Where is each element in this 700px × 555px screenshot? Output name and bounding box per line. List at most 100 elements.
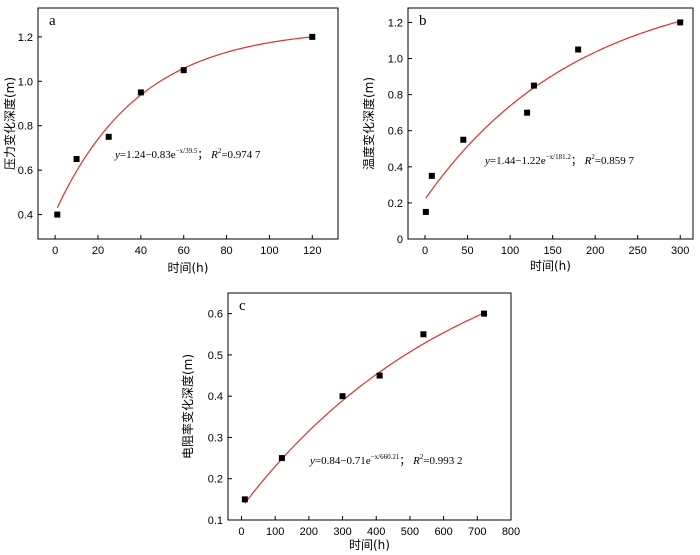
x-tick-label: 300 — [671, 245, 689, 257]
panel-label: a — [49, 13, 56, 29]
y-axis-title: 温度变化深度(m) — [361, 77, 376, 170]
equation-part: R — [584, 155, 592, 167]
x-tick-label: 250 — [629, 245, 647, 257]
chart-panel-c: c 0 100 200 300 400 500 600 700 800 0.1 0.2 0.3 0.4 0.… — [180, 292, 520, 552]
y-tick-label: 0 — [397, 234, 403, 246]
data-point — [460, 136, 467, 143]
chart-panel-b: b 0 50 100 150 200 250 300 0 0.2 0.4 0.6 0.8 1.0 1.2 时间… — [361, 7, 694, 273]
x-tick-label: 150 — [543, 245, 561, 257]
equation-part: =1.44−1.22e — [490, 155, 546, 167]
x-tick-label: 0 — [52, 245, 58, 257]
data-point — [530, 82, 537, 89]
equation-part: =0.84−0.71e — [315, 455, 371, 467]
x-tick-label: 20 — [92, 245, 104, 257]
y-tick-label: 0.3 — [208, 432, 223, 444]
equation-part: −x/39.5 — [176, 147, 198, 155]
y-tick-label: 0.1 — [208, 515, 223, 527]
data-point — [241, 496, 248, 503]
y-tick-label: 0.8 — [18, 121, 33, 133]
data-point — [137, 89, 144, 96]
y-tick-label: 0.4 — [388, 162, 403, 174]
x-axis-title: 时间(h) — [349, 538, 390, 552]
y-tick-label: 0.4 — [18, 210, 33, 222]
data-point — [376, 372, 383, 379]
data-point — [677, 19, 684, 26]
plot-frame — [227, 292, 512, 521]
plot-frame — [37, 7, 339, 240]
data-point — [54, 211, 61, 218]
panel-label: b — [419, 13, 427, 29]
equation-part: =1.24−0.83e — [120, 149, 176, 161]
equation-part: =0.974 7 — [221, 149, 261, 161]
fit-curve — [56, 36, 313, 208]
plot-frame — [407, 7, 694, 240]
x-axis-title: 时间(h) — [168, 261, 209, 275]
y-tick-label: 0.2 — [208, 474, 223, 486]
data-point — [575, 46, 582, 53]
x-tick-label: 200 — [586, 245, 604, 257]
x-tick-label: 300 — [333, 526, 351, 538]
data-point — [73, 156, 80, 163]
equation-part: ； — [197, 149, 211, 161]
x-tick-label: 120 — [303, 245, 321, 257]
data-point — [481, 310, 488, 317]
equation-part: R — [210, 149, 218, 161]
data-point — [309, 33, 316, 40]
y-tick-label: 0.6 — [18, 165, 33, 177]
x-tick-label: 100 — [260, 245, 278, 257]
equation-part: ； — [399, 455, 413, 467]
data-point — [428, 172, 435, 179]
y-tick-label: 1.2 — [18, 32, 33, 44]
x-tick-label: 40 — [135, 245, 147, 257]
data-point — [105, 133, 112, 140]
data-point — [422, 208, 429, 215]
x-tick-label: 0 — [238, 526, 244, 538]
data-point — [278, 455, 285, 462]
x-tick-label: 200 — [300, 526, 318, 538]
x-tick-label: 600 — [434, 526, 452, 538]
equation-part: 2 — [218, 147, 222, 155]
data-point — [180, 67, 187, 74]
fit-curve — [425, 20, 681, 199]
x-tick-label: 700 — [468, 526, 486, 538]
y-tick-label: 0.4 — [208, 391, 223, 403]
y-tick-label: 1.0 — [388, 54, 403, 66]
data-point — [524, 109, 531, 116]
y-axis-title: 电阻率变化深度(m) — [180, 354, 195, 459]
x-tick-label: 500 — [401, 526, 419, 538]
x-tick-label: 100 — [266, 526, 284, 538]
x-tick-label: 100 — [501, 245, 519, 257]
x-tick-label: 0 — [422, 245, 428, 257]
fit-equation: y=1.24−0.83e−x/39.5； R2=0.974 7 — [114, 147, 261, 161]
data-point — [420, 331, 427, 338]
x-axis-title: 时间(h) — [530, 259, 571, 273]
y-tick-label: 0.2 — [388, 198, 403, 210]
y-tick-label: 1.0 — [18, 76, 33, 88]
equation-part: y — [114, 149, 120, 161]
equation-part: 2 — [591, 153, 595, 161]
y-tick-label: 0.6 — [388, 126, 403, 138]
y-tick-label: 1.2 — [388, 17, 403, 29]
equation-part: ； — [571, 155, 585, 167]
chart-panel-a: a 0 20 40 60 80 100 120 0.4 0.6 0.8 1.0 1.2 时间(h) 压力变化… — [2, 7, 339, 275]
y-axis-title: 压力变化深度(m) — [2, 77, 17, 170]
y-tick-label: 0.8 — [388, 90, 403, 102]
equation-part: =0.859 7 — [595, 155, 635, 167]
y-tick-label: 0.6 — [208, 309, 223, 321]
fit-curve — [244, 312, 485, 504]
y-tick-label: 0.5 — [208, 350, 223, 362]
x-tick-label: 60 — [178, 245, 190, 257]
fit-equation: y=0.84−0.71e−x/660.21； R2=0.993 2 — [309, 453, 463, 467]
equation-part: y — [309, 455, 315, 467]
equation-part: −x/660.21 — [371, 453, 400, 461]
equation-part: 2 — [420, 453, 424, 461]
panel-label: c — [239, 298, 246, 314]
x-tick-label: 50 — [461, 245, 473, 257]
fit-equation: y=1.44−1.22e−x/181.2； R2=0.859 7 — [484, 153, 635, 167]
equation-part: =0.993 2 — [423, 455, 462, 467]
x-tick-label: 80 — [220, 245, 232, 257]
x-tick-label: 800 — [502, 526, 520, 538]
data-point — [339, 393, 346, 400]
x-tick-label: 400 — [367, 526, 385, 538]
